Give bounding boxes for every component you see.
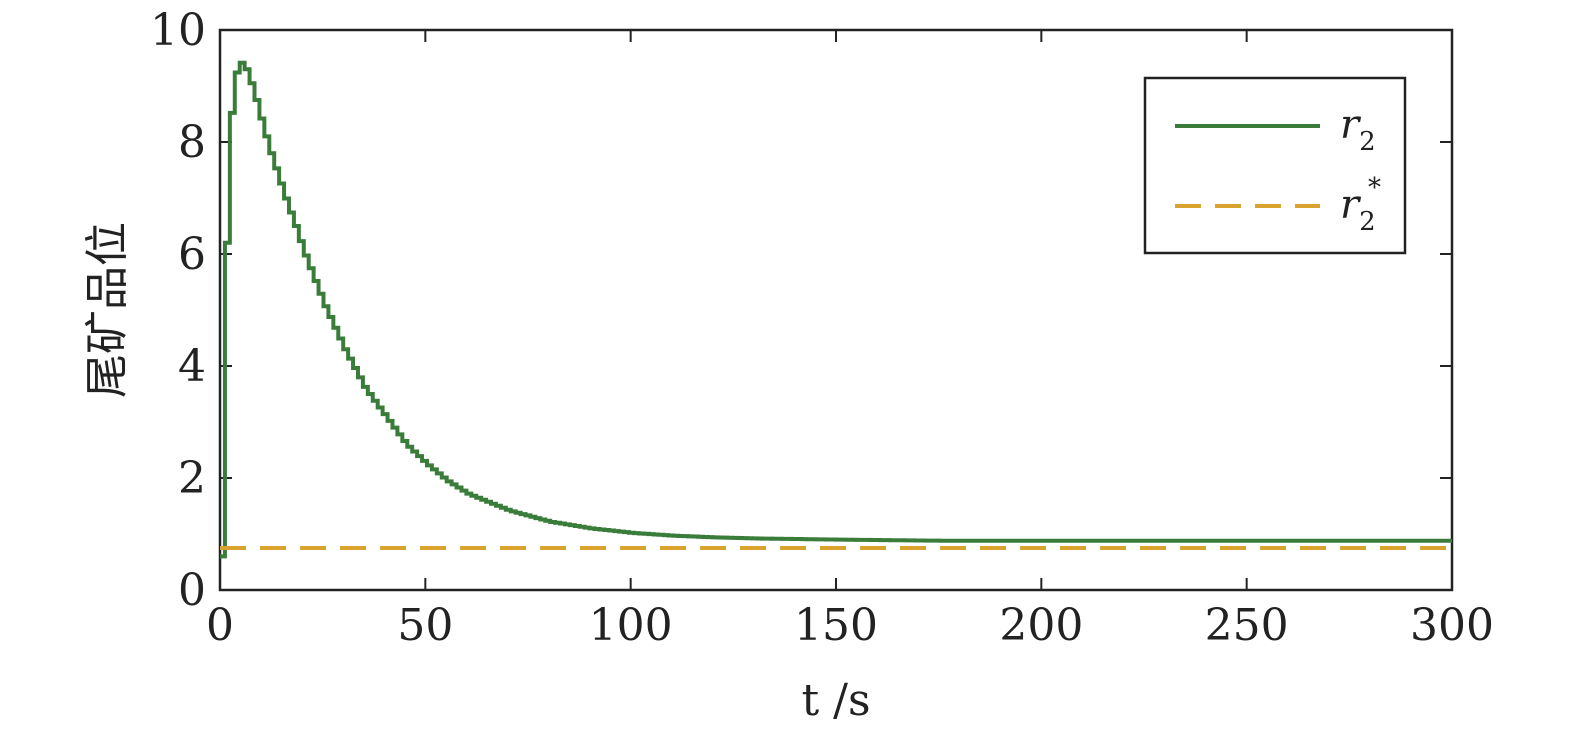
x-tick-label: 150: [794, 600, 878, 651]
x-tick-label: 250: [1205, 600, 1289, 651]
y-axis-label: 尾矿品位: [82, 222, 133, 398]
x-axis: 0 50 100 150 200 250 300: [206, 30, 1494, 651]
x-tick-label: 50: [397, 600, 453, 651]
legend-superscript: *: [1368, 173, 1381, 203]
y-tick-label: 10: [150, 5, 206, 56]
x-tick-label: 200: [999, 600, 1083, 651]
y-tick-label: 8: [178, 117, 206, 168]
y-tick-label: 2: [178, 453, 206, 504]
y-tick-label: 4: [178, 341, 206, 392]
series-line-r2: [220, 60, 1452, 559]
series-layer: [220, 60, 1452, 559]
y-tick-label: 6: [178, 229, 206, 280]
legend-label: r2: [1340, 182, 1376, 237]
x-tick-label: 100: [589, 600, 673, 651]
y-axis: 0 2 4 6 8 10: [150, 5, 1452, 616]
y-tick-label: 0: [178, 565, 206, 616]
x-axis-label: t /s: [801, 675, 870, 726]
legend-box: [1143, 76, 1407, 255]
x-tick-label: 300: [1410, 600, 1494, 651]
x-tick-label: 0: [206, 600, 234, 651]
legend-label: r2: [1340, 102, 1376, 157]
